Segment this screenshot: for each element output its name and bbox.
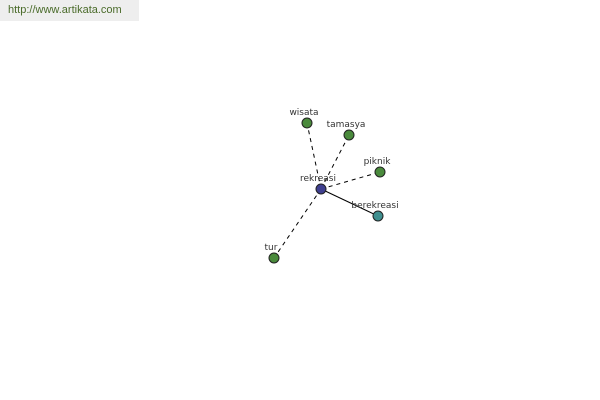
node-tur[interactable] — [268, 252, 280, 264]
label-piknik: piknik — [364, 157, 392, 167]
label-wisata: wisata — [289, 108, 318, 118]
node-tamasya[interactable] — [343, 129, 355, 141]
node-rekreasi[interactable] — [315, 183, 327, 195]
label-berekreasi: berekreasi — [351, 201, 398, 211]
label-rekreasi: rekreasi — [300, 174, 336, 184]
node-berekreasi[interactable] — [372, 210, 384, 222]
label-tur: tur — [265, 243, 278, 253]
label-tamasya: tamasya — [327, 120, 366, 130]
node-piknik[interactable] — [374, 166, 386, 178]
edge-tur — [273, 188, 322, 259]
node-wisata[interactable] — [301, 117, 313, 129]
edge-wisata — [306, 122, 322, 190]
edge-piknik — [320, 171, 381, 190]
watermark-link[interactable]: http://www.artikata.com — [0, 0, 139, 21]
edge-berekreasi — [320, 188, 379, 217]
edge-tamasya — [320, 134, 350, 190]
